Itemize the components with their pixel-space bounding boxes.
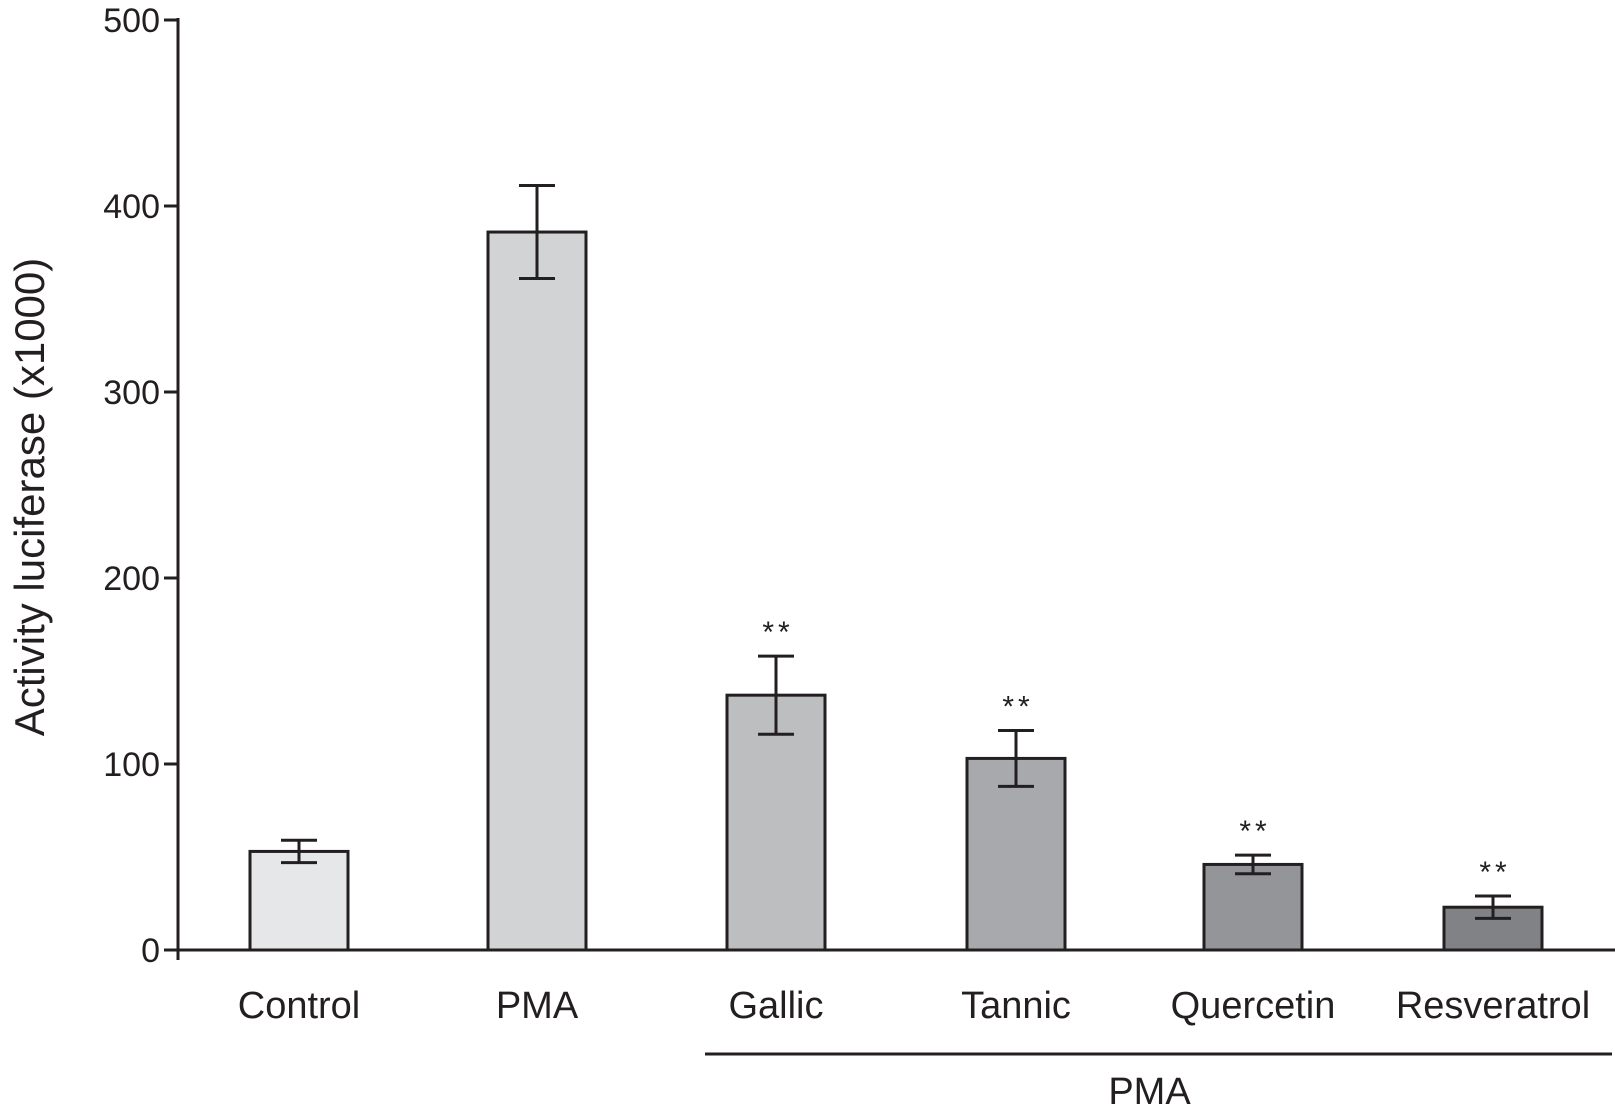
y-tick-label: 400 <box>103 188 160 226</box>
x-tick-label: Tannic <box>961 985 1071 1027</box>
y-axis-title: Activity luciferase (x1000) <box>6 258 53 737</box>
x-tick-label: PMA <box>496 985 579 1027</box>
x-tick-label: Quercetin <box>1171 985 1336 1027</box>
error-bars-layer <box>281 184 1511 920</box>
y-tick-label: 300 <box>103 374 160 412</box>
error-bar-pma <box>519 184 555 281</box>
x-tick-label: Control <box>238 985 361 1027</box>
group-bracket-label: PMA <box>1108 1071 1191 1113</box>
y-tick-label: 500 <box>103 2 160 40</box>
bar-quercetin <box>1202 862 1304 952</box>
significance-layer: ** ** ** ** <box>762 616 1510 889</box>
error-bar-tannic <box>998 729 1034 788</box>
bar-control <box>248 849 350 952</box>
y-axis: 0 100 200 300 400 500 <box>103 2 180 970</box>
significance-marker: ** <box>1239 815 1270 848</box>
y-tick-label: 100 <box>103 746 160 784</box>
y-tick-label: 0 <box>141 932 160 970</box>
error-bar-quercetin <box>1235 853 1271 876</box>
x-tick-label: Resveratrol <box>1396 985 1590 1027</box>
bar-tannic <box>965 756 1067 952</box>
significance-marker: ** <box>762 616 793 649</box>
significance-marker: ** <box>1002 691 1033 724</box>
y-tick-label: 200 <box>103 560 160 598</box>
error-bar-control <box>281 838 317 865</box>
category-labels-layer: Control PMA Gallic Tannic Quercetin Resveratr… <box>238 985 1590 1027</box>
bar-pma <box>486 230 588 952</box>
x-tick-label: Gallic <box>728 985 823 1027</box>
significance-marker: ** <box>1479 856 1510 889</box>
bar-gallic <box>725 693 827 952</box>
error-bar-gallic <box>758 654 794 736</box>
group-bracket: PMA <box>705 1052 1612 1113</box>
bars-layer <box>248 230 1544 952</box>
error-bar-resveratrol <box>1475 894 1511 920</box>
